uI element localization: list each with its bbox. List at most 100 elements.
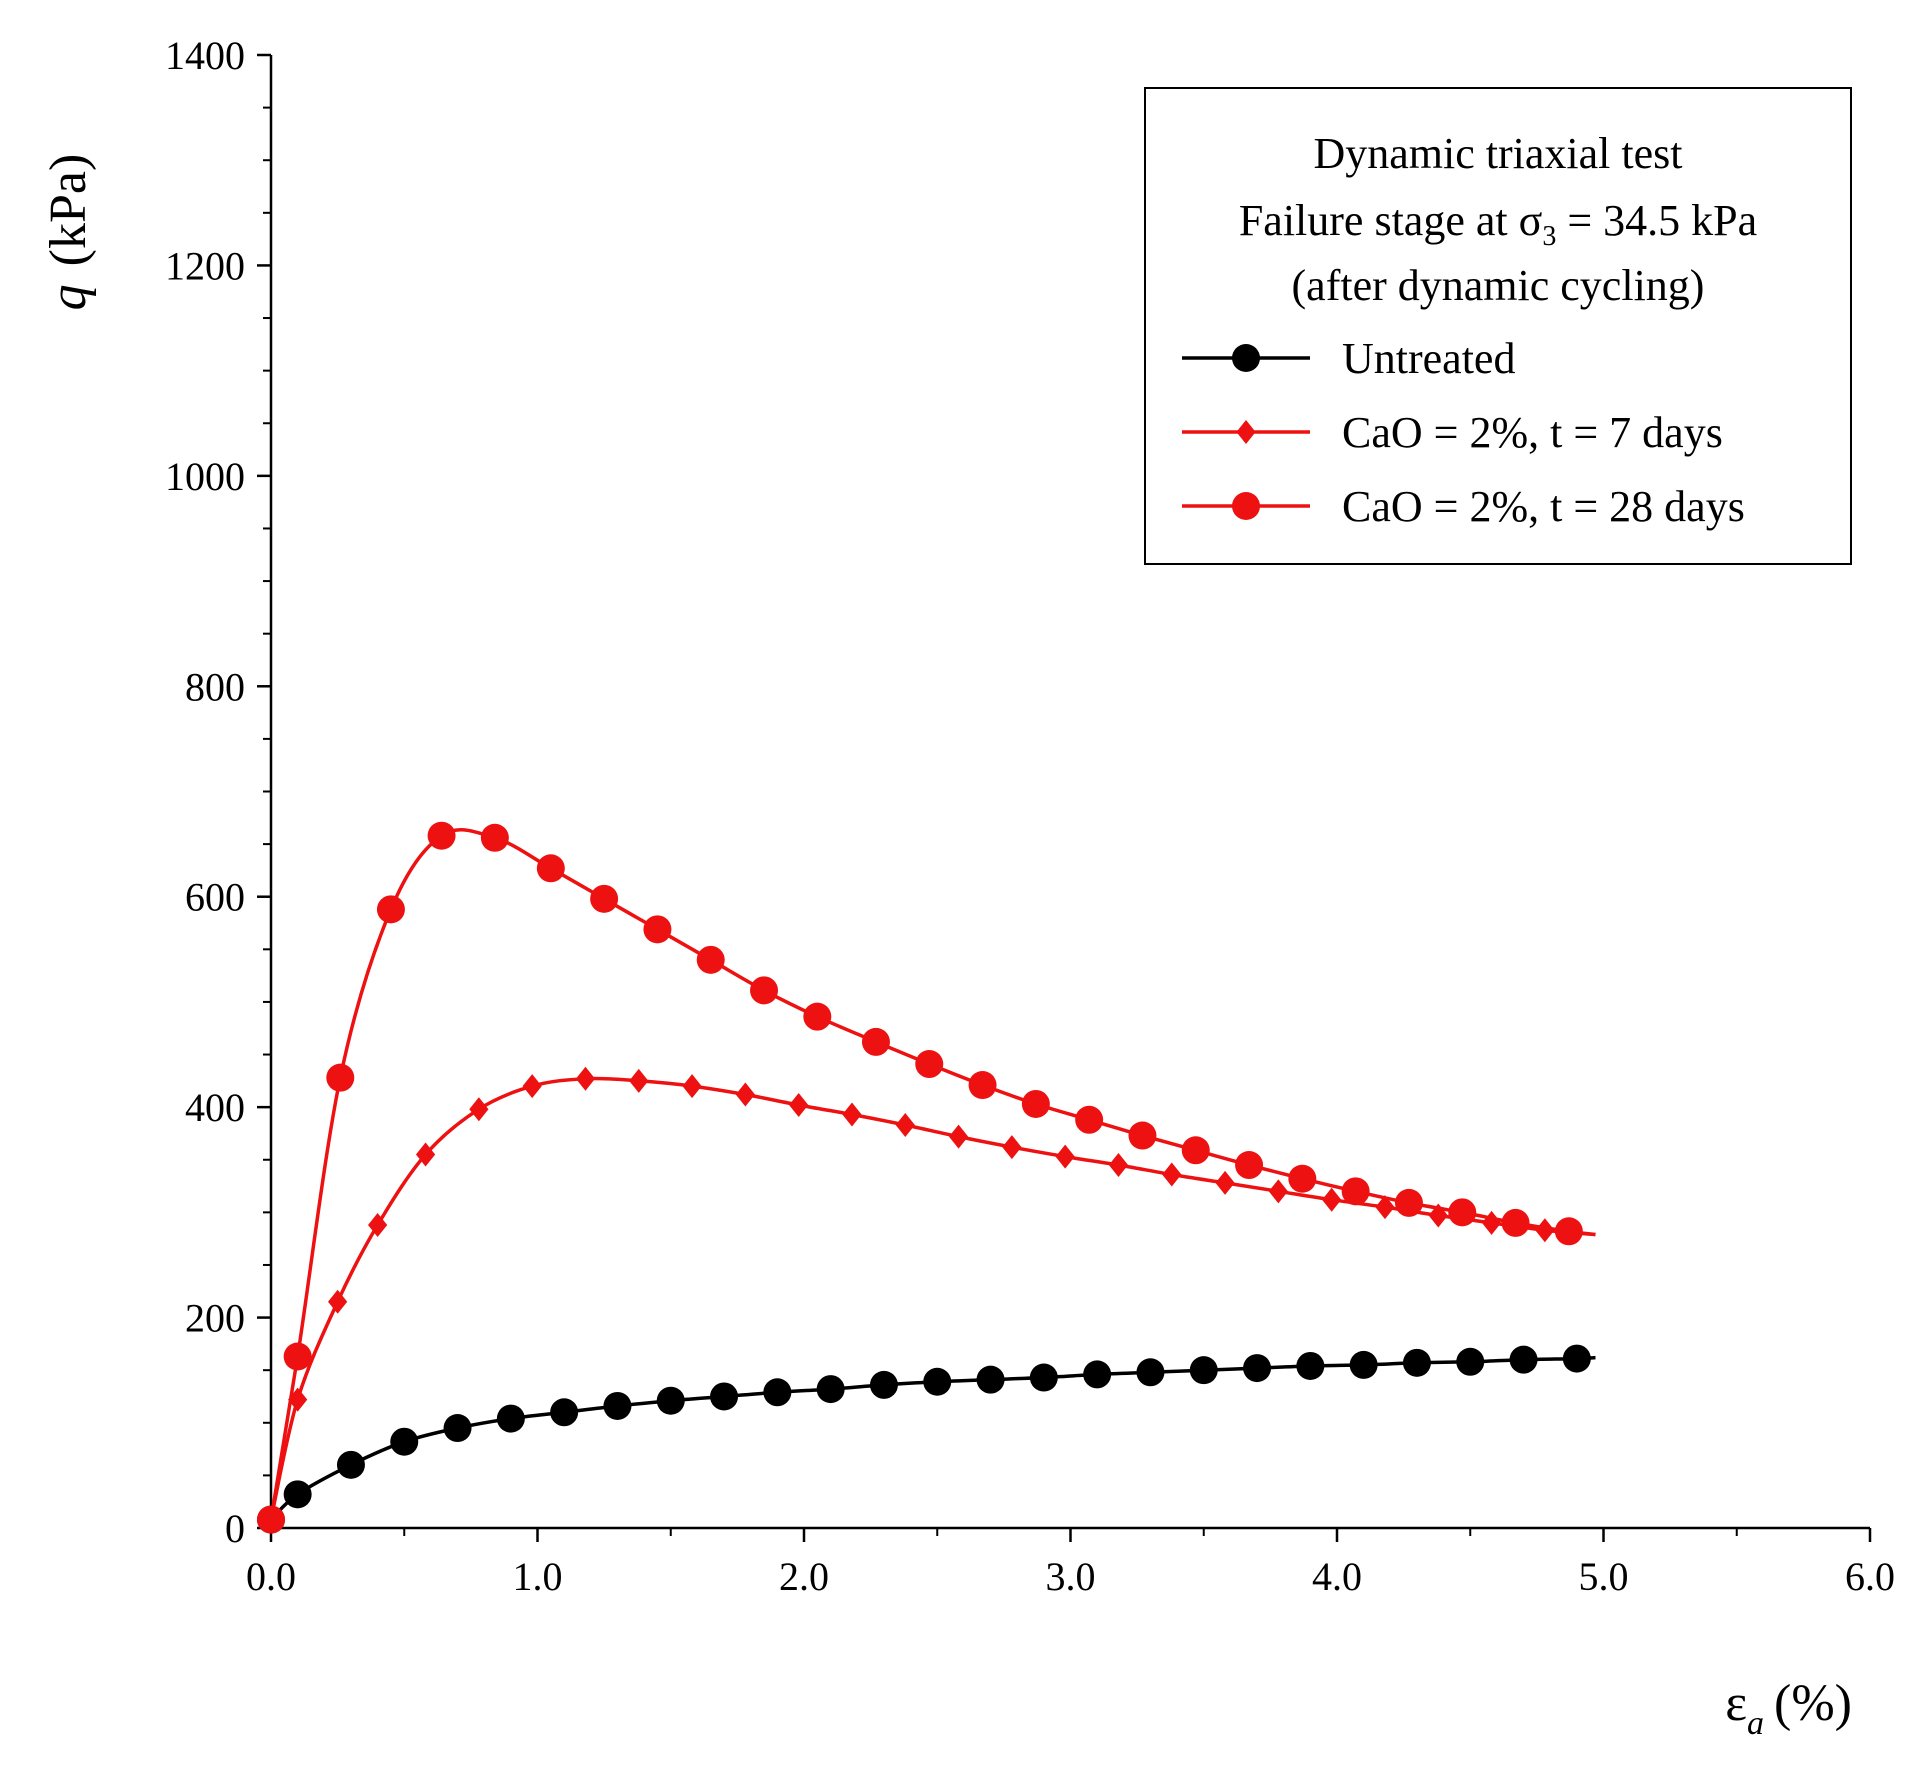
data-point xyxy=(257,1505,285,1534)
data-point xyxy=(1394,1188,1423,1217)
data-point xyxy=(550,1398,579,1427)
data-point xyxy=(1235,1151,1264,1180)
data-point xyxy=(1501,1208,1530,1237)
y-tick-label: 1400 xyxy=(165,33,245,78)
data-point xyxy=(682,1074,702,1099)
x-axis-subscript: a xyxy=(1747,1705,1764,1742)
data-point xyxy=(1189,1356,1218,1385)
data-point xyxy=(1456,1347,1485,1376)
data-point xyxy=(1002,1135,1022,1160)
data-point xyxy=(1288,1164,1317,1193)
x-tick-label: 0.0 xyxy=(246,1554,296,1599)
data-point xyxy=(390,1427,419,1456)
data-point xyxy=(1181,1136,1210,1165)
data-point xyxy=(1243,1354,1272,1383)
x-tick-label: 3.0 xyxy=(1046,1554,1096,1599)
y-tick-label: 200 xyxy=(185,1296,245,1341)
data-point xyxy=(427,821,456,850)
legend-title-line1: Dynamic triaxial test xyxy=(1314,129,1683,178)
data-point xyxy=(710,1382,739,1411)
data-point xyxy=(1029,1363,1058,1392)
legend-label: Untreated xyxy=(1342,334,1515,383)
data-point xyxy=(816,1375,845,1404)
series-0 xyxy=(257,1344,1596,1534)
x-tick-label: 4.0 xyxy=(1312,1554,1362,1599)
data-point xyxy=(1554,1217,1583,1246)
data-point xyxy=(1341,1177,1370,1206)
data-point xyxy=(288,1387,308,1412)
data-point xyxy=(842,1102,862,1127)
x-tick-label: 2.0 xyxy=(779,1554,829,1599)
y-axis-unit: (kPa) xyxy=(40,154,97,267)
data-point xyxy=(283,1342,312,1371)
y-axis-ticks: 0 200 400 600 800 1000 1200 1400 xyxy=(165,33,271,1551)
x-axis-unit: (%) xyxy=(1774,1675,1852,1732)
data-point xyxy=(496,1404,525,1433)
data-point xyxy=(735,1082,755,1107)
data-point xyxy=(415,1142,436,1167)
data-point xyxy=(368,1212,388,1237)
legend-marker xyxy=(1232,344,1260,372)
data-point xyxy=(1268,1179,1288,1204)
data-point xyxy=(861,1027,890,1056)
data-point xyxy=(336,1450,365,1479)
data-point xyxy=(326,1063,355,1092)
legend-title-line2-prefix: Failure stage at xyxy=(1239,196,1519,245)
data-point xyxy=(1108,1153,1129,1178)
data-point xyxy=(1562,1344,1591,1373)
data-point xyxy=(803,1002,832,1031)
legend-title-line3: (after dynamic cycling) xyxy=(1292,261,1705,310)
data-point xyxy=(469,1097,489,1122)
y-axis-symbol: q xyxy=(40,284,97,310)
data-point xyxy=(1136,1358,1165,1387)
data-point xyxy=(763,1378,792,1407)
series-2 xyxy=(257,821,1596,1534)
data-point xyxy=(1428,1203,1448,1228)
data-point xyxy=(1162,1162,1182,1187)
legend-box xyxy=(1144,87,1852,565)
y-tick-label: 1200 xyxy=(165,243,245,288)
data-point xyxy=(575,1066,596,1091)
legend-title-line2-symbol: σ xyxy=(1519,196,1543,245)
data-point xyxy=(1128,1121,1157,1150)
data-point xyxy=(1349,1350,1378,1379)
y-tick-label: 400 xyxy=(185,1085,245,1130)
data-point xyxy=(869,1370,898,1399)
data-point xyxy=(976,1365,1005,1394)
y-tick-label: 1000 xyxy=(165,454,245,499)
series-1 xyxy=(261,1066,1596,1532)
legend-entries: Untreated CaO = 2%, t = 7 days CaO = 2%, t… xyxy=(1182,334,1745,531)
data-point xyxy=(643,915,672,944)
y-tick-label: 800 xyxy=(185,664,245,709)
data-point xyxy=(1481,1210,1502,1235)
data-point xyxy=(590,884,619,913)
data-point xyxy=(522,1074,542,1099)
legend-marker xyxy=(1236,420,1256,444)
series-layer xyxy=(257,821,1596,1534)
data-point xyxy=(1448,1198,1477,1227)
data-point xyxy=(328,1289,348,1314)
data-point xyxy=(750,976,779,1005)
data-point xyxy=(1055,1144,1075,1169)
legend: Dynamic triaxial test Failure stage at σ… xyxy=(1144,87,1852,565)
data-point xyxy=(1535,1218,1555,1243)
data-point xyxy=(1375,1195,1395,1220)
data-point xyxy=(696,945,725,974)
y-axis-title: q (kPa) xyxy=(40,154,97,311)
data-point xyxy=(536,854,565,883)
data-point xyxy=(1402,1348,1431,1377)
data-point xyxy=(1021,1089,1050,1118)
data-point xyxy=(376,895,405,924)
series-line xyxy=(269,1076,1596,1520)
data-point xyxy=(1509,1345,1538,1374)
data-point xyxy=(1075,1105,1104,1134)
x-axis-symbol: ε xyxy=(1725,1675,1747,1732)
legend-title-line2: Failure stage at σ3 = 34.5 kPa xyxy=(1239,196,1757,252)
x-tick-label: 5.0 xyxy=(1579,1554,1629,1599)
x-tick-label: 6.0 xyxy=(1845,1554,1895,1599)
legend-label: CaO = 2%, t = 28 days xyxy=(1342,482,1745,531)
data-point xyxy=(656,1386,685,1415)
data-point xyxy=(968,1071,997,1100)
legend-label: CaO = 2%, t = 7 days xyxy=(1342,408,1723,457)
